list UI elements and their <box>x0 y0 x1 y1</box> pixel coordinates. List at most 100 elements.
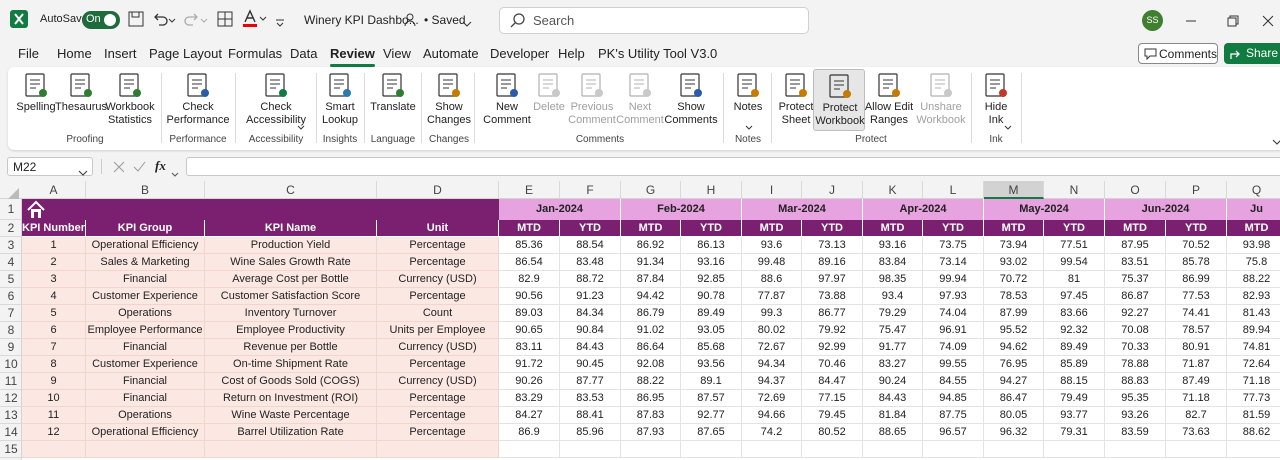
cell[interactable]: Operational Efficiency <box>86 424 205 441</box>
cell[interactable] <box>1105 441 1166 458</box>
row-header[interactable]: 11 <box>0 373 22 390</box>
column-header[interactable]: H <box>681 181 742 199</box>
cell[interactable]: 73.13 <box>802 237 863 254</box>
column-title[interactable]: MTD <box>863 220 923 237</box>
fx-label[interactable]: fx <box>155 158 166 173</box>
cell[interactable]: 5 <box>22 305 86 322</box>
cell[interactable]: 94.85 <box>923 390 984 407</box>
cell[interactable]: Units per Employee <box>377 322 499 339</box>
column-header[interactable]: J <box>802 181 863 199</box>
cell[interactable]: Currency (USD) <box>377 373 499 390</box>
cell[interactable]: 93.77 <box>1044 407 1105 424</box>
cell[interactable]: 93.4 <box>863 288 923 305</box>
month-header[interactable]: May-2024 <box>984 199 1105 220</box>
row-header[interactable]: 10 <box>0 356 22 373</box>
user-avatar[interactable]: SS <box>1142 10 1163 31</box>
cell[interactable]: 82.93 <box>1227 288 1280 305</box>
cell[interactable]: 83.29 <box>499 390 560 407</box>
cell[interactable]: 91.02 <box>621 322 681 339</box>
cell[interactable]: Financial <box>86 373 205 390</box>
ribbon-button[interactable]: Show Changes <box>423 69 475 131</box>
row-header[interactable]: 3 <box>0 237 22 254</box>
cell[interactable]: 86.99 <box>1166 271 1227 288</box>
row-header[interactable]: 15 <box>0 441 22 458</box>
cell[interactable]: 88.62 <box>1227 424 1280 441</box>
ribbon-tab[interactable]: PK's Utility Tool V3.0 <box>598 46 718 61</box>
ribbon-tab[interactable]: Automate <box>423 46 479 61</box>
ribbon-tab[interactable]: Developer <box>490 46 550 61</box>
cell[interactable]: Customer Experience <box>86 288 205 305</box>
cell[interactable]: 87.83 <box>621 407 681 424</box>
cell[interactable]: 91.72 <box>499 356 560 373</box>
cell[interactable]: 83.53 <box>560 390 621 407</box>
cell[interactable]: 89.49 <box>1044 339 1105 356</box>
cell[interactable]: 70.72 <box>984 271 1044 288</box>
ribbon-tab[interactable]: File <box>18 46 39 61</box>
cell[interactable]: 92.32 <box>1044 322 1105 339</box>
cell[interactable]: 87.99 <box>984 305 1044 322</box>
cell[interactable]: 86.92 <box>621 237 681 254</box>
ribbon-button[interactable]: Translate <box>367 69 419 119</box>
cell[interactable]: Wine Waste Percentage <box>205 407 377 424</box>
cell[interactable]: 70.33 <box>1105 339 1166 356</box>
comments-button[interactable]: Comments <box>1138 43 1218 64</box>
cell[interactable]: 80.02 <box>742 322 802 339</box>
cell[interactable]: 99.54 <box>1044 254 1105 271</box>
cell[interactable]: 1 <box>22 237 86 254</box>
column-header[interactable]: G <box>621 181 681 199</box>
ribbon-button[interactable]: Workbook Statistics <box>104 69 156 131</box>
row-header[interactable]: 9 <box>0 339 22 356</box>
cell[interactable]: 94.34 <box>742 356 802 373</box>
cell[interactable]: 79.29 <box>863 305 923 322</box>
cell[interactable]: 93.98 <box>1227 237 1280 254</box>
cell[interactable]: 98.35 <box>863 271 923 288</box>
cell[interactable]: 93.16 <box>863 237 923 254</box>
cell[interactable]: 71.18 <box>1227 373 1280 390</box>
cell[interactable]: 78.53 <box>984 288 1044 305</box>
cell[interactable]: 83.51 <box>1105 254 1166 271</box>
cell[interactable]: 91.23 <box>560 288 621 305</box>
cell[interactable]: 87.95 <box>1105 237 1166 254</box>
cell[interactable]: 77.87 <box>742 288 802 305</box>
cell[interactable]: 88.72 <box>560 271 621 288</box>
cell[interactable]: 75.8 <box>1227 254 1280 271</box>
cell[interactable]: 73.14 <box>923 254 984 271</box>
select-all[interactable] <box>8 186 19 204</box>
cell[interactable]: Percentage <box>377 288 499 305</box>
column-header[interactable]: B <box>86 181 205 199</box>
row-header[interactable]: 2 <box>0 220 22 237</box>
cell[interactable]: Employee Productivity <box>205 322 377 339</box>
redo-icon[interactable] <box>184 11 210 32</box>
cell[interactable]: 87.57 <box>681 390 742 407</box>
cell[interactable]: 86.77 <box>802 305 863 322</box>
cell[interactable]: 10 <box>22 390 86 407</box>
cell[interactable] <box>802 441 863 458</box>
cell[interactable]: Percentage <box>377 356 499 373</box>
month-header[interactable]: Apr-2024 <box>863 199 984 220</box>
cell[interactable]: 97.45 <box>1044 288 1105 305</box>
cell[interactable]: Customer Satisfaction Score <box>205 288 377 305</box>
cell[interactable]: 72.69 <box>742 390 802 407</box>
cell[interactable]: 84.27 <box>499 407 560 424</box>
cell[interactable] <box>1227 441 1280 458</box>
row-header[interactable]: 4 <box>0 254 22 271</box>
cell[interactable]: 99.55 <box>923 356 984 373</box>
cell[interactable]: 96.57 <box>923 424 984 441</box>
cell[interactable]: 88.83 <box>1105 373 1166 390</box>
cell[interactable]: 83.84 <box>863 254 923 271</box>
cell[interactable]: 81.59 <box>1227 407 1280 424</box>
cell[interactable]: 83.59 <box>1105 424 1166 441</box>
cell[interactable]: Percentage <box>377 424 499 441</box>
cell[interactable]: Financial <box>86 271 205 288</box>
cell[interactable]: Currency (USD) <box>377 271 499 288</box>
ribbon-button[interactable]: Protect Sheet <box>770 69 822 131</box>
cell[interactable]: Count <box>377 305 499 322</box>
cell[interactable]: 93.56 <box>681 356 742 373</box>
cell[interactable]: 73.63 <box>1166 424 1227 441</box>
cell[interactable] <box>86 441 205 458</box>
column-title[interactable]: YTD <box>681 220 742 237</box>
borders-icon[interactable] <box>217 11 233 32</box>
cell[interactable]: 90.56 <box>499 288 560 305</box>
cell[interactable]: 79.49 <box>1044 390 1105 407</box>
ribbon-button[interactable]: Delete <box>523 69 575 119</box>
